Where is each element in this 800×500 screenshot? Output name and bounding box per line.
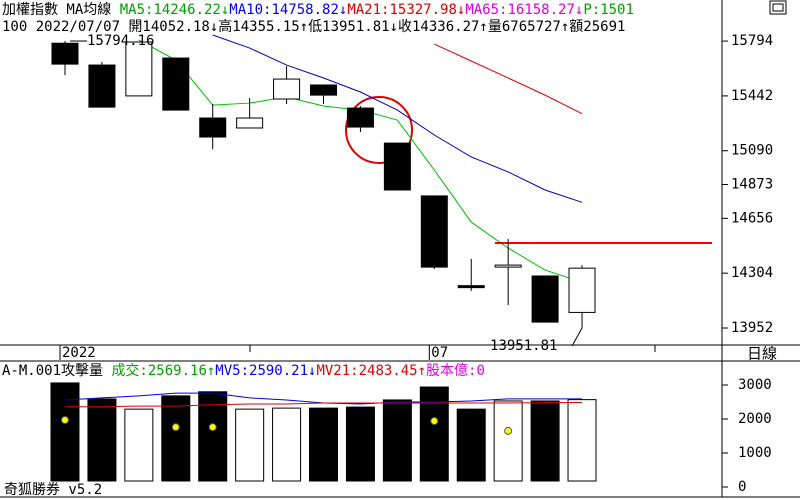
volume-bar xyxy=(345,406,375,482)
header-text: A-M.001攻擊量 xyxy=(2,362,111,379)
header-text: 加權指數 MA均線 xyxy=(2,2,120,18)
candle-body xyxy=(568,267,596,313)
x-tick-label: 07 xyxy=(431,345,448,361)
signal-dot xyxy=(430,417,439,426)
candle-body xyxy=(51,42,79,65)
candle-body xyxy=(346,107,374,128)
y-tick-label: 14304 xyxy=(731,265,773,281)
volume-bar xyxy=(272,407,302,482)
volume-bar xyxy=(309,407,339,482)
y-tick-label: 14656 xyxy=(731,210,773,226)
header-line: A-M.001攻擊量 成交:2569.16↑MV5:2590.21↓MV21:2… xyxy=(2,362,485,379)
candle-body xyxy=(199,117,227,138)
y-tick-label: 2000 xyxy=(738,411,772,427)
candle-body xyxy=(162,57,190,111)
candle-body xyxy=(420,195,448,268)
header-text: MA21:15327.98↓ xyxy=(347,2,465,18)
ma-line xyxy=(212,34,583,203)
candle-body xyxy=(531,275,559,323)
candle-body xyxy=(125,41,153,97)
y-tick-label: 0 xyxy=(738,479,746,495)
volume-bar xyxy=(382,399,412,482)
header-text: 成交:2569.16↑ xyxy=(111,362,215,379)
volume-bar xyxy=(235,408,265,482)
high-label: 15794.16 xyxy=(87,33,154,49)
header-text: P:1501 xyxy=(583,2,634,18)
app-name: 奇狐勝券 v5.2 xyxy=(4,481,102,498)
header-line: 加權指數 MA均線 MA5:14246.22↓MA10:14758.82↓MA2… xyxy=(2,2,634,18)
candle-body xyxy=(494,264,522,268)
signal-dot xyxy=(208,423,217,432)
volume-bar xyxy=(50,382,80,482)
header-text: MV5:2590.21↓ xyxy=(215,363,316,379)
ma-line xyxy=(434,43,583,115)
header-text: 100 2022/07/07 開14052.18↓高14355.15↑低1395… xyxy=(2,18,625,35)
volume-bar xyxy=(493,400,523,482)
low-label: 13951.81 xyxy=(490,338,557,354)
volume-bar xyxy=(530,400,560,482)
candle-body xyxy=(273,78,301,100)
y-tick-label: 14873 xyxy=(731,177,773,193)
header-text: MA65:16158.27↓ xyxy=(465,2,583,18)
volume-bar xyxy=(87,398,117,482)
volume-bar xyxy=(567,399,597,482)
candle-body xyxy=(310,84,338,96)
candle-body xyxy=(383,142,411,191)
y-tick-label: 1000 xyxy=(738,445,772,461)
header-text: 股本億:0 xyxy=(426,363,485,379)
mv-line xyxy=(65,402,583,408)
signal-dot xyxy=(504,426,513,435)
label-leader xyxy=(571,327,583,347)
header-text: MA10:14758.82↓ xyxy=(229,2,347,18)
volume-bar xyxy=(161,395,191,482)
header-text: MV21:2483.45↑ xyxy=(316,363,426,379)
header-line: 100 2022/07/07 開14052.18↓高14355.15↑低1395… xyxy=(2,18,625,35)
window-button-icon xyxy=(772,3,784,12)
candle-body xyxy=(457,285,485,289)
signal-dot xyxy=(171,423,180,432)
candle-body xyxy=(236,117,264,129)
header-text: MA5:14246.22↓ xyxy=(120,2,230,18)
y-tick-label: 3000 xyxy=(738,377,772,393)
y-tick-label: 15090 xyxy=(731,143,773,159)
volume-bar xyxy=(456,408,486,482)
x-tick-label: 2022 xyxy=(62,345,96,361)
period-label: 日線 xyxy=(747,345,777,363)
y-tick-label: 15442 xyxy=(731,88,773,104)
volume-bar xyxy=(124,408,154,482)
highlight-circle xyxy=(345,96,413,164)
volume-bar xyxy=(198,391,228,482)
y-tick-label: 13952 xyxy=(731,320,773,336)
y-tick-label: 15794 xyxy=(731,33,773,49)
volume-bar xyxy=(419,386,449,482)
signal-dot xyxy=(61,416,69,425)
candle-body xyxy=(88,64,116,108)
